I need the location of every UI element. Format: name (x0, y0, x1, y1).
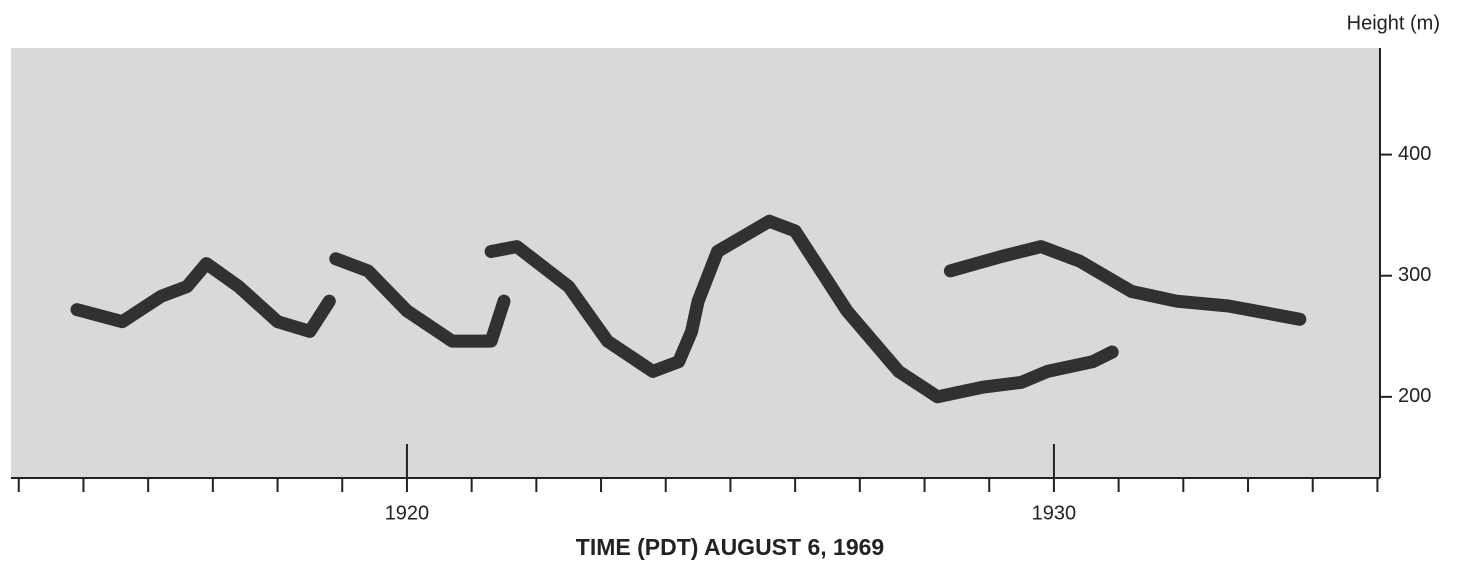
chart-title: TIME (PDT) AUGUST 6, 1969 (576, 534, 884, 560)
y-tick-label: 400 (1398, 143, 1431, 165)
x-tick-label: 1930 (1032, 502, 1077, 524)
y-tick-label: 300 (1398, 264, 1431, 286)
echo-trace (484, 214, 1119, 404)
y-tick-label: 200 (1398, 385, 1431, 407)
echo-trace (329, 252, 511, 348)
y-axis-label: Height (m) (1347, 12, 1440, 34)
echo-trace (943, 240, 1307, 326)
echo-trace (70, 257, 336, 338)
x-tick-label: 1920 (385, 502, 430, 524)
plot-background (11, 48, 1380, 478)
